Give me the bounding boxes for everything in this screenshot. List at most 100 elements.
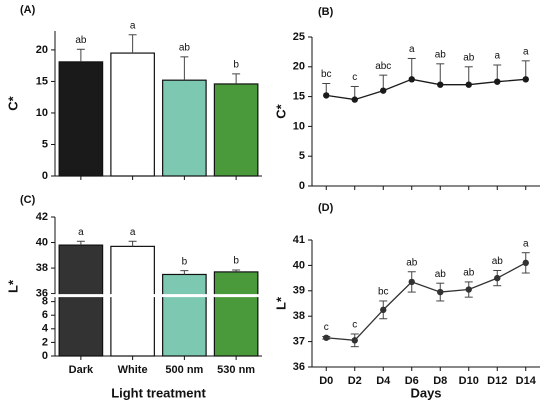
significance-label: ab	[463, 52, 475, 63]
point	[323, 334, 330, 341]
line	[326, 78, 526, 101]
line	[326, 262, 527, 342]
y-tick-label: 36	[293, 361, 305, 373]
y-tick-label: 25	[293, 31, 305, 43]
y-tick-label: 10	[36, 107, 48, 119]
bar	[110, 245, 155, 357]
y-tick-label: 0	[299, 180, 305, 192]
point	[380, 87, 387, 94]
point	[408, 278, 415, 286]
x-tick-label: D14	[516, 375, 537, 387]
significance-label: b	[233, 60, 239, 71]
significance-label: a	[130, 20, 136, 31]
y-tick-label: 6	[42, 309, 48, 321]
point	[494, 274, 501, 282]
x-tick-label: D8	[433, 375, 447, 387]
y-tick-label: 39	[293, 285, 305, 297]
significance-label: abc	[375, 61, 391, 72]
point	[323, 92, 330, 99]
panel-label: (C)	[20, 194, 36, 206]
significance-label: c	[352, 72, 357, 83]
significance-label: ab	[435, 269, 447, 280]
significance-label: c	[324, 322, 329, 333]
y-tick-label: 40	[293, 259, 305, 271]
bar	[58, 61, 104, 177]
y-tick-label: 10	[293, 120, 305, 132]
bar	[58, 244, 104, 357]
x-tick-label: D6	[405, 375, 419, 387]
point	[380, 306, 387, 314]
x-axis-label: Days	[410, 385, 441, 400]
bar	[162, 79, 207, 177]
significance-label: a	[494, 51, 500, 62]
x-tick-label: White	[118, 364, 148, 376]
y-tick-label: 5	[299, 150, 305, 162]
x-tick-label: 500 nm	[165, 364, 203, 376]
x-tick-label: Dark	[69, 364, 94, 376]
point	[437, 288, 444, 296]
point	[522, 259, 529, 267]
y-axis-label: L*	[273, 296, 288, 310]
significance-label: ab	[435, 49, 447, 60]
y-tick-label: 41	[293, 234, 305, 246]
x-tick-label: D2	[348, 375, 362, 387]
significance-label: a	[78, 227, 84, 238]
significance-label: c	[352, 320, 357, 331]
significance-label: bc	[378, 287, 389, 298]
x-tick-label: D12	[487, 375, 507, 387]
y-tick-label: 5	[42, 138, 48, 150]
bar	[110, 52, 155, 177]
y-tick-label: 15	[293, 91, 305, 103]
point	[351, 337, 358, 344]
x-tick-label: D0	[319, 375, 333, 387]
panel-label: (D)	[318, 202, 334, 214]
significance-label: b	[233, 256, 239, 267]
significance-label: ab	[75, 35, 87, 46]
significance-label: ab	[492, 256, 504, 267]
y-tick-label: 37	[293, 336, 305, 348]
point	[408, 76, 415, 83]
panel-label: (B)	[318, 6, 334, 18]
point	[465, 81, 472, 88]
y-tick-label: 38	[293, 310, 305, 322]
y-tick-label: 42	[36, 211, 48, 223]
y-tick-label: 36	[36, 288, 48, 300]
y-tick-label: 40	[36, 236, 48, 248]
significance-label: ab	[179, 42, 191, 53]
y-axis-label: L*	[5, 279, 20, 293]
significance-label: a	[130, 227, 136, 238]
y-tick-label: 38	[36, 262, 48, 274]
x-axis-label: Light treatment	[111, 385, 206, 400]
y-tick-label: 0	[42, 350, 48, 362]
y-axis-label: C*	[273, 103, 288, 118]
significance-label: ab	[406, 257, 418, 268]
y-axis-label: C*	[5, 95, 20, 110]
point	[465, 286, 472, 293]
bar	[162, 273, 207, 357]
axis-break	[49, 294, 262, 298]
y-tick-label: 20	[36, 44, 48, 56]
significance-label: a	[409, 44, 415, 55]
significance-label: a	[523, 46, 529, 57]
y-tick-label: 8	[42, 296, 48, 308]
panel-label: (A)	[20, 4, 36, 16]
y-tick-label: 2	[42, 336, 48, 348]
y-tick-label: 4	[42, 323, 49, 335]
y-tick-label: 15	[36, 75, 48, 87]
x-tick-label: D4	[376, 375, 391, 387]
point	[494, 78, 501, 85]
significance-label: a	[523, 238, 529, 249]
y-tick-label: 20	[293, 61, 305, 73]
point	[522, 76, 529, 83]
x-tick-label: D10	[459, 375, 479, 387]
bar	[213, 271, 259, 357]
y-tick-label: 0	[42, 170, 48, 182]
significance-label: ab	[463, 268, 475, 279]
bar	[213, 83, 259, 177]
significance-label: bc	[321, 69, 332, 80]
x-tick-label: 530 nm	[217, 364, 255, 376]
point	[437, 81, 444, 88]
point	[351, 96, 358, 103]
significance-label: b	[182, 256, 188, 267]
